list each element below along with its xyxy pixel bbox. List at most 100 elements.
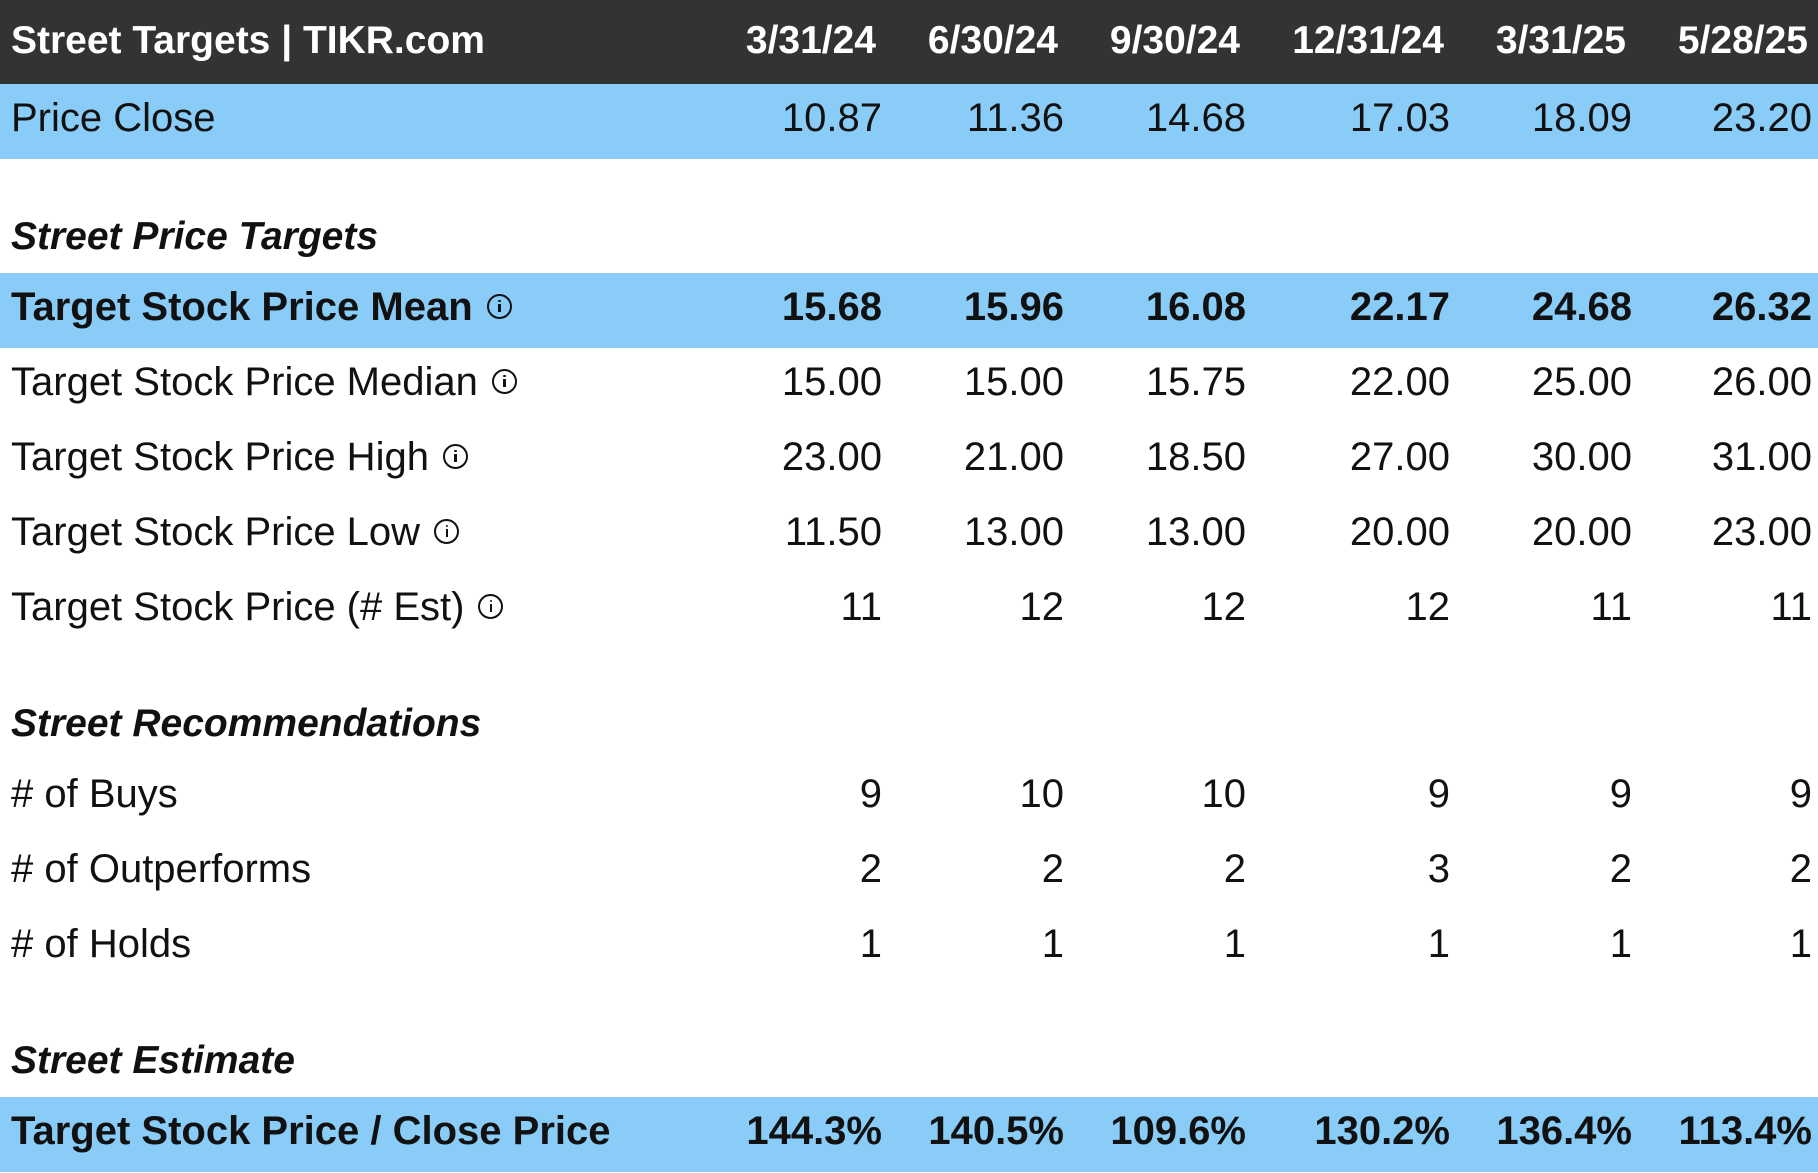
info-icon[interactable] — [434, 518, 460, 544]
table-cell: 26.32 — [1711, 285, 1812, 329]
table-cell: 2 — [1223, 847, 1246, 891]
table-cell: 15.96 — [963, 285, 1064, 329]
price-close-row: Price Close 10.87 11.36 14.68 17.03 18.0… — [0, 84, 1818, 159]
table-cell: 1 — [1427, 922, 1450, 966]
column-header-date[interactable]: 5/28/25 — [1677, 19, 1808, 62]
row-label: Target Stock Price Mean — [11, 285, 473, 329]
table-cell: 140.5% — [928, 1109, 1064, 1153]
section-title: Street Recommendations — [11, 702, 482, 745]
table-cell: 130.2% — [1314, 1109, 1450, 1153]
table-cell: 12 — [1405, 585, 1451, 629]
column-header-date[interactable]: 3/31/25 — [1495, 19, 1626, 62]
row-label: # of Outperforms — [11, 847, 312, 891]
table-cell: 15.00 — [781, 360, 882, 404]
table-cell: 9 — [1427, 772, 1450, 816]
table-cell: 18.50 — [1145, 435, 1246, 479]
table-cell: 3 — [1427, 847, 1450, 891]
row-label: # of Buys — [11, 772, 178, 816]
row-spacer — [0, 648, 1818, 686]
column-header-date[interactable]: 6/30/24 — [927, 19, 1058, 62]
column-header-date[interactable]: 12/31/24 — [1292, 19, 1444, 62]
table-cell: 22.17 — [1349, 285, 1450, 329]
row-label: Price Close — [11, 96, 216, 140]
row-label: Target Stock Price (# Est) — [11, 585, 465, 629]
table-cell: 12 — [1201, 585, 1247, 629]
target-mean-row: Target Stock Price Mean 15.68 15.96 16.0… — [0, 273, 1818, 348]
table-cell: 1 — [1223, 922, 1246, 966]
table-cell: 16.08 — [1145, 285, 1246, 329]
table-cell: 12 — [1019, 585, 1065, 629]
row-label-wrapper: Target Stock Price Low — [11, 510, 460, 555]
table-cell: 23.00 — [1711, 510, 1812, 554]
table-cell: 23.20 — [1711, 96, 1812, 140]
table-cell: 9 — [1789, 772, 1812, 816]
section-heading-price-targets: Street Price Targets — [0, 199, 1818, 273]
table-cell: 2 — [859, 847, 882, 891]
table-cell: 15.00 — [963, 360, 1064, 404]
target-low-row: Target Stock Price Low 11.50 13.00 13.00… — [0, 498, 1818, 573]
section-heading-recommendations: Street Recommendations — [0, 686, 1818, 760]
table-cell: 109.6% — [1110, 1109, 1246, 1153]
table-cell: 1 — [1789, 922, 1812, 966]
row-label-wrapper: Target Stock Price (# Est) — [11, 585, 504, 630]
table-cell: 11 — [1770, 585, 1812, 629]
column-header-date[interactable]: 3/31/24 — [745, 19, 876, 62]
table-cell: 24.68 — [1531, 285, 1632, 329]
target-to-close-row: Target Stock Price / Close Price 144.3% … — [0, 1097, 1818, 1172]
table-header: Street Targets | TIKR.com 3/31/24 6/30/2… — [0, 0, 1818, 84]
column-header-date[interactable]: 9/30/24 — [1109, 19, 1240, 62]
info-icon[interactable] — [478, 593, 504, 619]
table-cell: 13.00 — [1145, 510, 1246, 554]
table-cell: 10.87 — [781, 96, 882, 140]
row-label: Target Stock Price / Close Price — [11, 1109, 611, 1153]
row-label: Target Stock Price Low — [11, 510, 421, 554]
table-cell: 10 — [1019, 772, 1065, 816]
table-cell: 31.00 — [1711, 435, 1812, 479]
target-high-row: Target Stock Price High 23.00 21.00 18.5… — [0, 423, 1818, 498]
buys-row: # of Buys 9 10 10 9 9 9 — [0, 760, 1818, 835]
table-cell: 20.00 — [1531, 510, 1632, 554]
table-cell: 10 — [1201, 772, 1247, 816]
table-cell: 30.00 — [1531, 435, 1632, 479]
row-label: # of Holds — [11, 922, 192, 966]
table-cell: 22.00 — [1349, 360, 1450, 404]
table-cell: 25.00 — [1531, 360, 1632, 404]
table-cell: 11.36 — [966, 96, 1064, 140]
table-cell: 11 — [840, 585, 882, 629]
table-cell: 14.68 — [1145, 96, 1246, 140]
table-cell: 144.3% — [746, 1109, 882, 1153]
target-num-est-row: Target Stock Price (# Est) 11 12 12 12 1… — [0, 573, 1818, 648]
table-title: Street Targets | TIKR.com — [11, 19, 485, 62]
row-label: Target Stock Price Median — [11, 360, 478, 404]
table-cell: 113.4% — [1678, 1109, 1812, 1153]
table-cell: 136.4% — [1496, 1109, 1632, 1153]
table-cell: 1 — [1041, 922, 1064, 966]
table-cell: 13.00 — [963, 510, 1064, 554]
info-icon[interactable] — [491, 368, 517, 394]
target-median-row: Target Stock Price Median 15.00 15.00 15… — [0, 348, 1818, 423]
table-cell: 23.00 — [781, 435, 882, 479]
row-label-wrapper: Target Stock Price Mean — [11, 285, 512, 330]
table-cell: 18.09 — [1531, 96, 1632, 140]
table-cell: 9 — [1609, 772, 1632, 816]
table-cell: 20.00 — [1349, 510, 1450, 554]
table-cell: 9 — [859, 772, 882, 816]
table-cell: 11 — [1590, 585, 1632, 629]
row-label-wrapper: Target Stock Price Median — [11, 360, 517, 405]
info-icon[interactable] — [486, 293, 512, 319]
table-cell: 21.00 — [963, 435, 1064, 479]
info-icon[interactable] — [442, 443, 468, 469]
table-cell: 15.75 — [1145, 360, 1246, 404]
table-cell: 11.50 — [784, 510, 882, 554]
table-cell: 2 — [1609, 847, 1632, 891]
table-cell: 2 — [1041, 847, 1064, 891]
table-cell: 2 — [1789, 847, 1812, 891]
table-cell: 17.03 — [1349, 96, 1450, 140]
row-spacer — [0, 985, 1818, 1023]
table-cell: 1 — [1609, 922, 1632, 966]
section-heading-estimate: Street Estimate — [0, 1023, 1818, 1097]
outperforms-row: # of Outperforms 2 2 2 3 2 2 — [0, 835, 1818, 910]
section-title: Street Price Targets — [11, 215, 379, 258]
row-label-wrapper: Target Stock Price High — [11, 435, 468, 480]
